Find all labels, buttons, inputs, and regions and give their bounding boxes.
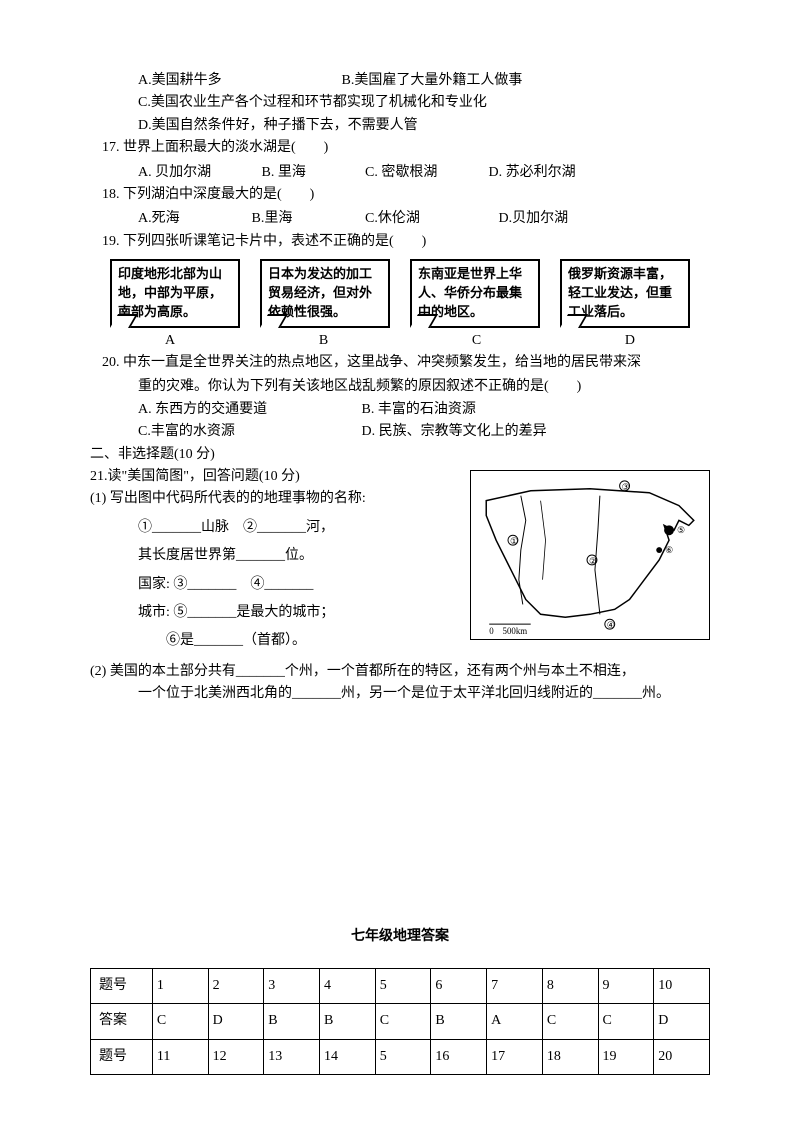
cell: 11 bbox=[152, 1039, 208, 1074]
marker-4-label: ④ bbox=[607, 620, 615, 630]
q21-p1: (1) 写出图中代码所代表的的地理事物的名称: bbox=[90, 488, 460, 510]
cell: 18 bbox=[542, 1039, 598, 1074]
q21-text: 21.读"美国简图"，回答问题(10 分) bbox=[90, 466, 460, 488]
cell: 6 bbox=[431, 968, 487, 1003]
q21-p2a: (2) 美国的本土部分共有_______个州，一个首都所在的特区，还有两个州与本… bbox=[90, 661, 710, 683]
answer-table: 题号 1 2 3 4 5 6 7 8 9 10 答案 C D B B C B A… bbox=[90, 968, 710, 1075]
cell: 17 bbox=[487, 1039, 543, 1074]
cell: C bbox=[152, 1004, 208, 1039]
marker-5-label: ⑤ bbox=[677, 525, 685, 535]
row3-head: 题号 bbox=[91, 1039, 153, 1074]
q21-p1e: ⑥是_______（首都）。 bbox=[90, 630, 460, 652]
label-a: A bbox=[165, 330, 175, 352]
line3 bbox=[541, 501, 546, 580]
cell: 2 bbox=[208, 968, 264, 1003]
q21-p1c: 国家: ③_______ ④_______ bbox=[90, 574, 460, 596]
cell: D bbox=[654, 1004, 710, 1039]
q20-b: B. 丰富的石油资源 bbox=[362, 402, 476, 417]
q18-text: 18. 下列湖泊中深度最大的是( ) bbox=[90, 184, 710, 206]
card-d: 俄罗斯资源丰富，轻工业发达，但重工业落后。 bbox=[560, 259, 690, 328]
q16-option-d: D.美国自然条件好，种子播下去，不需要人管 bbox=[90, 115, 710, 137]
cards-row: 印度地形北部为山地，中部为平原，南部为高原。 日本为发达的加工贸易经济，但对外依… bbox=[90, 255, 710, 328]
card-b: 日本为发达的加工贸易经济，但对外依赖性很强。 bbox=[260, 259, 390, 328]
q20-text: 20. 中东一直是全世界关注的热点地区，这里战争、冲突频繁发生，给当地的居民带来… bbox=[90, 352, 710, 374]
marker-1-label: ① bbox=[510, 536, 518, 546]
card-labels: A B C D bbox=[90, 328, 710, 352]
cell: 8 bbox=[542, 968, 598, 1003]
cell: 7 bbox=[487, 968, 543, 1003]
q16-options: A.美国耕牛多 B.美国雇了大量外籍工人做事 C.美国农业生产各个过程和环节都实… bbox=[90, 70, 710, 137]
q18-b: B.里海 bbox=[252, 208, 362, 230]
table-row: 题号 11 12 13 14 5 16 17 18 19 20 bbox=[91, 1039, 710, 1074]
scale-label: 0 500km bbox=[489, 626, 527, 636]
cell: 5 bbox=[375, 1039, 431, 1074]
mountain-line bbox=[519, 496, 526, 605]
cell: B bbox=[320, 1004, 376, 1039]
cell: 5 bbox=[375, 968, 431, 1003]
cell: A bbox=[487, 1004, 543, 1039]
cell: B bbox=[431, 1004, 487, 1039]
q18-d: D.贝加尔湖 bbox=[499, 208, 569, 230]
us-map: ③ ⑤ ⑥ ① ② ④ 0 500km bbox=[470, 470, 710, 640]
q20-a: A. 东西方的交通要道 bbox=[138, 399, 358, 421]
label-b: B bbox=[319, 330, 328, 352]
q21-p2b: 一个位于北美洲西北角的_______州，另一个是位于太平洋北回归线附近的____… bbox=[90, 683, 710, 705]
card-a: 印度地形北部为山地，中部为平原，南部为高原。 bbox=[110, 259, 240, 328]
label-d: D bbox=[625, 330, 635, 352]
table-row: 答案 C D B B C B A C C D bbox=[91, 1004, 710, 1039]
q21-p1b: 其长度居世界第_______位。 bbox=[90, 545, 460, 567]
cell: 20 bbox=[654, 1039, 710, 1074]
cell: 19 bbox=[598, 1039, 654, 1074]
label-c: C bbox=[472, 330, 481, 352]
marker-6-dot bbox=[656, 547, 662, 553]
cell: 16 bbox=[431, 1039, 487, 1074]
cell: 10 bbox=[654, 968, 710, 1003]
cell: 12 bbox=[208, 1039, 264, 1074]
q17-b: B. 里海 bbox=[262, 162, 362, 184]
q18-c: C.休伦湖 bbox=[365, 208, 495, 230]
cell: 9 bbox=[598, 968, 654, 1003]
marker-2-label: ② bbox=[589, 556, 597, 566]
cell: 1 bbox=[152, 968, 208, 1003]
q21-p1a: ①_______山脉 ②_______河， bbox=[90, 517, 460, 539]
q19-text: 19. 下列四张听课笔记卡片中，表述不正确的是( ) bbox=[90, 231, 710, 253]
card-c: 东南亚是世界上华人、华侨分布最集中的地区。 bbox=[410, 259, 540, 328]
map-svg: ③ ⑤ ⑥ ① ② ④ 0 500km bbox=[471, 471, 709, 639]
cell: C bbox=[542, 1004, 598, 1039]
cell: 4 bbox=[320, 968, 376, 1003]
us-outline bbox=[486, 489, 694, 617]
q17-c: C. 密歇根湖 bbox=[365, 162, 485, 184]
section2-title: 二、非选择题(10 分) bbox=[90, 444, 710, 466]
q21-p1d: 城市: ⑤_______是最大的城市； bbox=[90, 602, 460, 624]
q20-d: D. 民族、宗教等文化上的差异 bbox=[362, 424, 547, 439]
q17-d: D. 苏必利尔湖 bbox=[489, 162, 576, 184]
cell: C bbox=[598, 1004, 654, 1039]
cell: D bbox=[208, 1004, 264, 1039]
row2-head: 答案 bbox=[91, 1004, 153, 1039]
q20-sub: 重的灾难。你认为下列有关该地区战乱频繁的原因叙述不正确的是( ) bbox=[90, 376, 710, 398]
marker-3-label: ③ bbox=[622, 482, 630, 492]
answer-title: 七年级地理答案 bbox=[90, 926, 710, 948]
cell: 14 bbox=[320, 1039, 376, 1074]
q20-c: C.丰富的水资源 bbox=[138, 421, 358, 443]
q17-a: A. 贝加尔湖 bbox=[138, 162, 258, 184]
table-row: 题号 1 2 3 4 5 6 7 8 9 10 bbox=[91, 968, 710, 1003]
q17-text: 17. 世界上面积最大的淡水湖是( ) bbox=[90, 137, 710, 159]
q16-option-a: A.美国耕牛多 bbox=[138, 70, 338, 92]
cell: C bbox=[375, 1004, 431, 1039]
q16-option-c: C.美国农业生产各个过程和环节都实现了机械化和专业化 bbox=[90, 92, 710, 114]
marker-5-dot bbox=[664, 525, 674, 535]
cell: 13 bbox=[264, 1039, 320, 1074]
q16-option-b: B.美国雇了大量外籍工人做事 bbox=[342, 70, 523, 92]
cell: 3 bbox=[264, 968, 320, 1003]
cell: B bbox=[264, 1004, 320, 1039]
row1-head: 题号 bbox=[91, 968, 153, 1003]
marker-6-label: ⑥ bbox=[665, 545, 673, 555]
q18-a: A.死海 bbox=[138, 208, 248, 230]
